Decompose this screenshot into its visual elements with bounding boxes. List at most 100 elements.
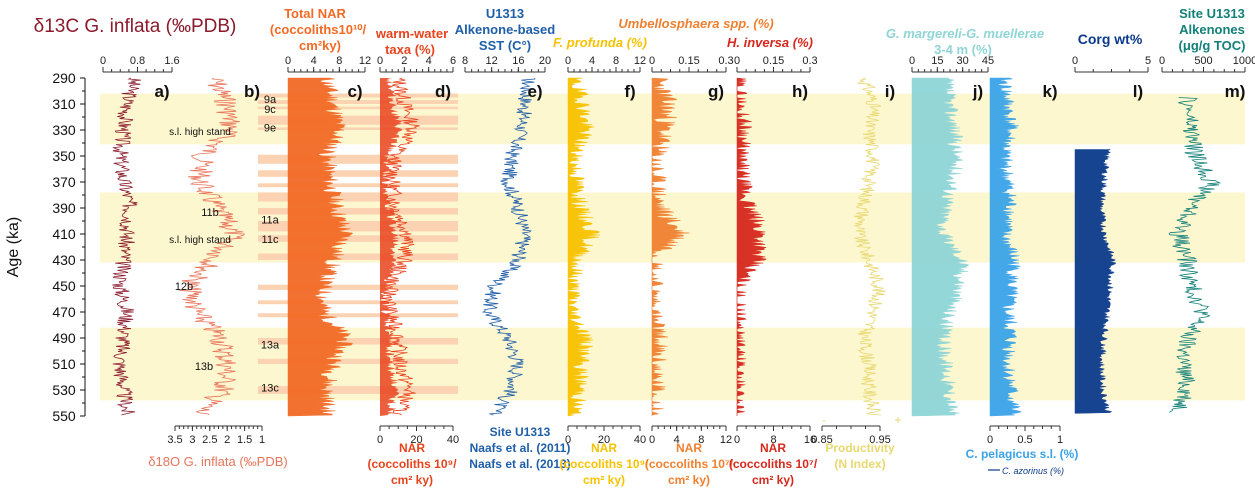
event-band (258, 170, 458, 177)
bottom-e-2: Naafs et al. (2011) (470, 441, 571, 455)
bottom-i-2: (N Index) (834, 457, 885, 471)
series-area-h (736, 77, 767, 416)
bottom-d-1: NAR (399, 441, 425, 455)
axis-k-bottom-tick-label: 0 (987, 434, 993, 446)
panel-label: i) (885, 82, 895, 101)
age-tick-label: 430 (52, 252, 76, 268)
mis-label: 9c (264, 104, 276, 116)
age-tick-label: 390 (52, 200, 76, 216)
title-e-1: U1313 (486, 6, 524, 21)
axis-f-bottom-tick-label: 0 (565, 434, 571, 446)
productivity-minus: - (822, 413, 826, 427)
annotation-11b: 11b (201, 207, 219, 219)
bottom-g-1: NAR (676, 441, 702, 455)
series-line-b (178, 77, 245, 416)
title-h: H. inversa (%) (727, 35, 813, 50)
axis-c-top-tick-label: 8 (336, 55, 342, 67)
axis-g-bottom-tick-label: 12 (720, 434, 732, 446)
mis-label: 9a (264, 94, 277, 106)
axis-l-top-tick-label: 0 (1072, 55, 1078, 67)
axis-k-bottom-tick-label: 1 (1057, 434, 1063, 446)
title-c-1: Total NAR (284, 6, 346, 21)
bottom-h-2: (coccoliths 10⁷/ (729, 457, 818, 471)
bottom-g-3: cm² ky) (668, 473, 710, 487)
age-tick-label: 450 (52, 278, 76, 294)
axis-c-top-tick-label: 4 (311, 55, 317, 67)
panel-label: f) (624, 82, 635, 101)
series-line-i (853, 77, 886, 416)
event-band (258, 235, 458, 242)
bottom-k-1: C. pelagicus s.l. (%) (966, 447, 1079, 461)
title-e-2: Alkenone-based (455, 22, 555, 37)
axis-f-bottom-tick-label: 40 (634, 434, 646, 446)
panel-label: g) (708, 82, 724, 101)
axis-d-bottom-tick-label: 40 (447, 434, 459, 446)
bottom-d-2: (coccoliths 10⁹/ (367, 457, 457, 471)
event-band (258, 358, 458, 364)
bottom-h-3: cm² ky) (752, 473, 794, 487)
axis-b-bottom-tick-label: 1 (259, 434, 265, 446)
axis-a-top-tick-label: 0 (100, 55, 106, 67)
title-m-1: Site U1313 (1179, 6, 1245, 21)
event-band (258, 208, 458, 215)
axis-d-top-tick-label: 4 (426, 55, 432, 67)
mis-label: 11a (261, 215, 279, 227)
age-tick-label: 370 (52, 174, 76, 190)
series-line-e (481, 77, 536, 416)
panel-label: e) (527, 82, 542, 101)
axis-g-bottom-tick-label: 4 (674, 434, 680, 446)
title-j-2: 3-4 m (%) (934, 42, 992, 57)
bottom-i-1: Productivity (825, 441, 895, 455)
series-line-a (112, 77, 142, 416)
event-band (258, 106, 458, 110)
bottom-f-2: (coccoliths 10⁹/ (559, 457, 649, 471)
axis-e-top-tick-label: 8 (462, 55, 468, 67)
series-area-g (651, 77, 690, 416)
bottom-d-3: cm² ky) (391, 473, 433, 487)
axis-l-top-tick-label: 5 (1145, 55, 1151, 67)
age-tick-label: 330 (52, 122, 76, 138)
axis-f-bottom-tick-label: 20 (598, 434, 610, 446)
event-band (258, 154, 458, 164)
axis-f-top-tick-label: 8 (613, 55, 619, 67)
title-e-3: SST (C°) (479, 38, 531, 53)
series-area-d-nar (380, 78, 403, 416)
bottom-e-1: Site U1313 (490, 425, 551, 439)
age-tick-label: 350 (52, 148, 76, 164)
axis-j-top-tick-label: 15 (931, 55, 943, 67)
annotation-12b: 12b (175, 281, 193, 293)
age-tick-label: 310 (52, 96, 76, 112)
axis-j-top-tick-label: 30 (957, 55, 969, 67)
event-band (258, 221, 458, 232)
axis-m-top-tick-label: 1000 (1233, 55, 1255, 67)
axis-h-top-tick-label: 0.15 (763, 55, 784, 67)
title-b: δ18O G. inflata (‰PDB) (148, 454, 287, 469)
event-band (258, 284, 458, 290)
series-area-l (1074, 149, 1117, 414)
age-tick-label: 290 (52, 70, 76, 86)
axis-b-bottom-tick-label: 2.5 (202, 434, 217, 446)
panel-label: j) (972, 82, 983, 101)
axis-d-top-tick-label: 0 (377, 55, 383, 67)
axis-b-bottom-tick-label: 3 (189, 434, 195, 446)
age-axis-title: Age (ka) (5, 217, 22, 277)
age-tick-label: 410 (52, 226, 76, 242)
axis-g-top-tick-label: 0.15 (678, 55, 699, 67)
title-j-1: G. margereli-G. muellerae (886, 26, 1044, 41)
axis-k-bottom-tick-label: 0.5 (1017, 434, 1032, 446)
title-d-2: taxa (%) (385, 42, 435, 57)
series-line-d (381, 77, 420, 416)
axis-b-bottom-tick-label: 2 (224, 434, 230, 446)
title-m-3: (μg/g TOC) (1179, 38, 1246, 53)
panel-label: c) (347, 82, 362, 101)
title-m-2: Alkenones (1179, 22, 1245, 37)
series-line-m (1168, 97, 1222, 413)
mis-label: 13a (261, 340, 280, 352)
axis-b-bottom-tick-label: 1.5 (237, 434, 252, 446)
axis-a-top-tick-label: 0.8 (130, 55, 145, 67)
axis-a-top-tick-label: 1.6 (164, 55, 179, 67)
axis-b-bottom-tick-label: 3.5 (167, 434, 182, 446)
panel-label: b) (244, 82, 260, 101)
